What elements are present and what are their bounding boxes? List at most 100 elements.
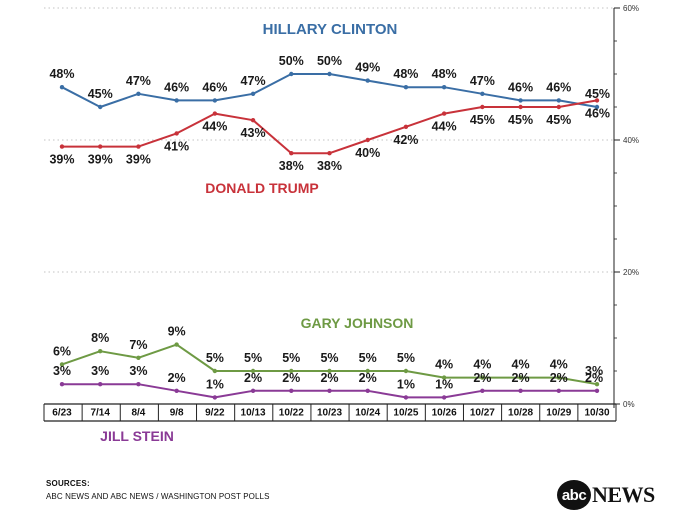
clinton-data-label: 47% (470, 74, 495, 88)
x-tick-label: 8/4 (131, 408, 145, 419)
clinton-data-label: 45% (585, 87, 610, 101)
trump-point (365, 137, 370, 143)
clinton-data-label: 47% (126, 74, 151, 88)
stein-series-title: JILL STEIN (100, 428, 174, 444)
trump-point (174, 131, 179, 136)
johnson-point (403, 368, 409, 374)
x-tick-label: 10/23 (317, 408, 342, 419)
johnson-point (59, 362, 65, 367)
x-tick-label: 9/8 (170, 408, 184, 419)
johnson-data-label: 6% (53, 344, 71, 358)
trump-point (518, 104, 523, 110)
stein-point (136, 382, 141, 387)
johnson-data-label: 7% (129, 338, 147, 352)
trump-data-label: 46% (585, 106, 610, 120)
trump-data-label: 39% (88, 153, 113, 167)
stein-data-label: 3% (91, 364, 109, 378)
johnson-point (289, 368, 294, 374)
clinton-point (59, 85, 65, 90)
series-titles: HILLARY CLINTON DONALD TRUMP GARY JOHNSO… (100, 21, 413, 444)
stein-point (594, 388, 600, 393)
johnson-series-title: GARY JOHNSON (301, 315, 414, 331)
trump-data-label: 40% (355, 146, 380, 160)
stein-point (59, 382, 65, 387)
johnson-data-label: 5% (244, 351, 262, 365)
y-tick-label: 0% (623, 400, 635, 409)
stein-data-label: 3% (129, 364, 147, 378)
johnson-point (518, 375, 523, 380)
clinton-point (289, 71, 294, 77)
stein-point (518, 388, 523, 393)
johnson-data-label: 5% (359, 351, 377, 365)
trump-point (289, 151, 294, 156)
y-tick-label: 60% (623, 4, 639, 13)
x-tick-label: 9/22 (205, 408, 225, 419)
x-tick-label: 10/22 (279, 408, 304, 419)
clinton-data-label: 50% (279, 54, 304, 68)
trump-data-label: 44% (202, 120, 227, 134)
clinton-data-label: 46% (546, 80, 571, 94)
trump-point (327, 151, 332, 156)
stein-point (212, 395, 218, 400)
clinton-point (98, 104, 103, 110)
x-tick-label: 10/29 (546, 408, 571, 419)
trump-data-label: 39% (126, 153, 151, 167)
clinton-point (594, 104, 600, 110)
trump-point (212, 111, 218, 116)
stein-data-label: 1% (435, 377, 453, 391)
clinton-point (327, 71, 332, 77)
trump-data-label: 41% (164, 139, 189, 153)
clinton-data-label: 45% (88, 87, 113, 101)
trump-point (98, 144, 103, 149)
stein-data-label: 2% (473, 371, 491, 385)
johnson-data-label: 4% (435, 358, 453, 372)
clinton-data-label: 49% (355, 61, 380, 75)
x-tick-label: 10/13 (241, 408, 266, 419)
trump-point (136, 144, 141, 149)
x-tick-label: 10/27 (470, 408, 495, 419)
sources-title: SOURCES: (46, 479, 90, 488)
trump-data-label: 38% (317, 159, 342, 173)
johnson-data-label: 4% (550, 358, 568, 372)
stein-data-label: 2% (282, 371, 300, 385)
y-axis: 0% 20% 40% 60% (613, 4, 639, 409)
johnson-point (98, 349, 103, 354)
clinton-data-label: 48% (393, 67, 418, 81)
trump-series: 39% 39% 39% 41% 44% 43% 38% 38% 40% 42% 44% 45% 45% 4… (49, 98, 610, 173)
stein-point (441, 395, 447, 400)
clinton-point (556, 98, 561, 103)
johnson-data-label: 5% (397, 351, 415, 365)
clinton-data-label: 48% (49, 67, 74, 81)
clinton-data-label: 46% (508, 80, 533, 94)
stein-point (480, 388, 485, 393)
stein-data-label: 2% (512, 371, 530, 385)
johnson-point (480, 375, 485, 380)
johnson-data-label: 9% (168, 325, 186, 339)
stein-data-label: 2% (320, 371, 338, 385)
clinton-point (212, 98, 218, 103)
trump-data-label: 38% (279, 159, 304, 173)
stein-point (98, 382, 103, 387)
clinton-data-label: 46% (164, 80, 189, 94)
x-tick-label: 6/23 (52, 408, 72, 419)
gridlines (44, 7, 614, 273)
stein-data-label: 2% (168, 371, 186, 385)
x-tick-label: 10/24 (355, 408, 380, 419)
clinton-point (136, 91, 141, 97)
trump-point (250, 118, 256, 123)
clinton-point (174, 98, 179, 103)
clinton-series-title: HILLARY CLINTON (263, 21, 398, 38)
trump-point (594, 98, 600, 103)
trump-point (59, 144, 65, 149)
trump-data-label: 39% (49, 153, 74, 167)
clinton-point (250, 91, 256, 97)
johnson-series: 6% 8% 7% 9% 5% 5% 5% 5% 5% 5% 4% 4% 4% 4% 3% (53, 325, 603, 387)
trump-data-label: 43% (241, 126, 266, 140)
abc-logo-mark: abc (557, 480, 591, 510)
stein-data-label: 1% (206, 377, 224, 391)
johnson-point (174, 342, 179, 347)
stein-data-label: 2% (585, 371, 603, 385)
sources-text: ABC NEWS AND ABC NEWS / WASHINGTON POST … (46, 492, 270, 501)
trump-data-label: 45% (546, 113, 571, 127)
